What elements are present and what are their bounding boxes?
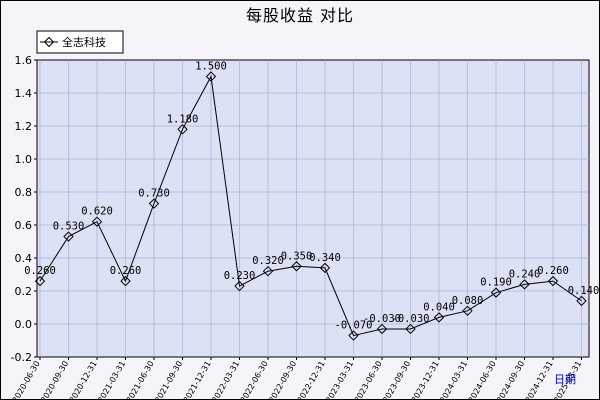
- y-tick-label: 1.0: [15, 153, 33, 166]
- legend-box: [36, 30, 124, 54]
- x-tick-label: 2021-09-30: [153, 360, 184, 400]
- y-tick-label: 0.6: [15, 219, 33, 232]
- legend-series-name: 全志科技: [62, 35, 106, 49]
- data-label: 0.080: [452, 295, 484, 307]
- data-point-marker: [34, 275, 46, 287]
- x-tick-label: 2022-12-31: [296, 360, 327, 400]
- y-tick-label: 1.2: [15, 120, 33, 133]
- x-tick-label: 2023-03-31: [324, 360, 355, 400]
- data-labels: 0.260 0.530 0.620 0.260 0.730 1.180 1.500 0.230…: [24, 61, 599, 332]
- grid-lines: [37, 60, 589, 357]
- x-tick-label: 2024-09-30: [495, 360, 526, 400]
- legend-marker: [43, 36, 55, 48]
- y-tick-label: 1.6: [15, 54, 33, 67]
- data-point-marker: [405, 323, 416, 335]
- data-label: 0.260: [24, 265, 56, 277]
- x-tick-label: 2021-12-31: [182, 360, 213, 400]
- x-tick-label: 2022-06-30: [239, 360, 270, 400]
- data-label: 0.320: [252, 255, 284, 267]
- x-tick-label: 2023-12-31: [410, 360, 441, 400]
- data-label: 0.230: [224, 270, 256, 282]
- data-point-marker: [63, 231, 74, 242]
- data-label: -0.030: [392, 313, 430, 325]
- data-point-marker: [519, 279, 530, 290]
- x-axis: 2020-06-302020-09-302020-12-312021-03-31…: [11, 357, 583, 400]
- data-label: 0.340: [309, 252, 341, 264]
- legend: 全志科技: [36, 30, 124, 54]
- x-tick-label: 2023-09-30: [381, 360, 412, 400]
- x-tick-label: 2024-12-31: [524, 360, 555, 400]
- data-label: 0.240: [509, 268, 541, 280]
- data-point-marker: [547, 275, 559, 287]
- data-label: 0.140: [568, 285, 600, 297]
- data-label: 0.190: [480, 277, 512, 289]
- data-point-marker: [576, 295, 587, 307]
- x-tick-label: 2023-06-30: [353, 360, 384, 400]
- x-tick-label: 2024-03-31: [438, 360, 469, 400]
- y-tick-label: 0.8: [15, 186, 33, 199]
- data-point-marker: [433, 312, 445, 323]
- y-tick-label: 0.2: [15, 285, 33, 298]
- data-point-marker: [262, 265, 274, 277]
- data-label: 0.530: [53, 221, 85, 233]
- chart-title: 每股收益 对比: [246, 6, 354, 25]
- x-tick-label: 2021-03-31: [96, 360, 127, 400]
- data-point-marker: [348, 330, 359, 341]
- x-tick-label: 2020-06-30: [11, 360, 42, 400]
- data-point-marker: [376, 323, 388, 335]
- data-label: -0.030: [363, 313, 401, 325]
- x-tick-label: 2022-03-31: [210, 360, 241, 400]
- data-label: 0.260: [110, 265, 142, 277]
- y-tick-label: 0.0: [15, 318, 33, 331]
- data-label: 0.260: [537, 265, 569, 277]
- x-tick-label: 2020-12-31: [68, 360, 99, 400]
- data-label: 1.180: [167, 113, 199, 125]
- plot-area: [36, 59, 590, 358]
- data-label: 0.730: [138, 188, 170, 200]
- data-point-marker: [177, 124, 188, 135]
- x-axis-title: 日期: [554, 373, 576, 386]
- data-label: 0.620: [81, 206, 113, 218]
- data-point-marker: [91, 216, 103, 227]
- x-tick-label: 2022-09-30: [267, 360, 298, 400]
- x-tick-label: 2021-06-30: [125, 360, 156, 400]
- x-tick-label: 2024-06-30: [467, 360, 498, 400]
- data-label: 0.040: [423, 301, 455, 313]
- data-point-marker: [291, 261, 302, 272]
- y-tick-label: -0.2: [11, 351, 32, 364]
- y-axis: -0.2 0.0 0.2 0.4 0.6 0.8 1.0 1.2 1.4 1.6: [11, 54, 37, 364]
- data-point-marker: [120, 275, 131, 287]
- data-point-marker: [205, 71, 217, 82]
- data-point-marker: [462, 305, 473, 317]
- x-tick-label: 2020-09-30: [39, 360, 70, 400]
- data-label: 0.350: [281, 250, 313, 262]
- data-point-marker: [148, 198, 160, 209]
- data-label: -0.070: [335, 320, 373, 332]
- data-point-marker: [490, 287, 502, 298]
- series-line: [34, 71, 587, 341]
- data-label: 1.500: [195, 61, 227, 73]
- y-tick-label: 1.4: [15, 87, 33, 100]
- data-point-marker: [319, 262, 331, 274]
- data-point-marker: [234, 280, 245, 292]
- series-path: [39, 74, 582, 337]
- y-tick-label: 0.4: [15, 252, 33, 265]
